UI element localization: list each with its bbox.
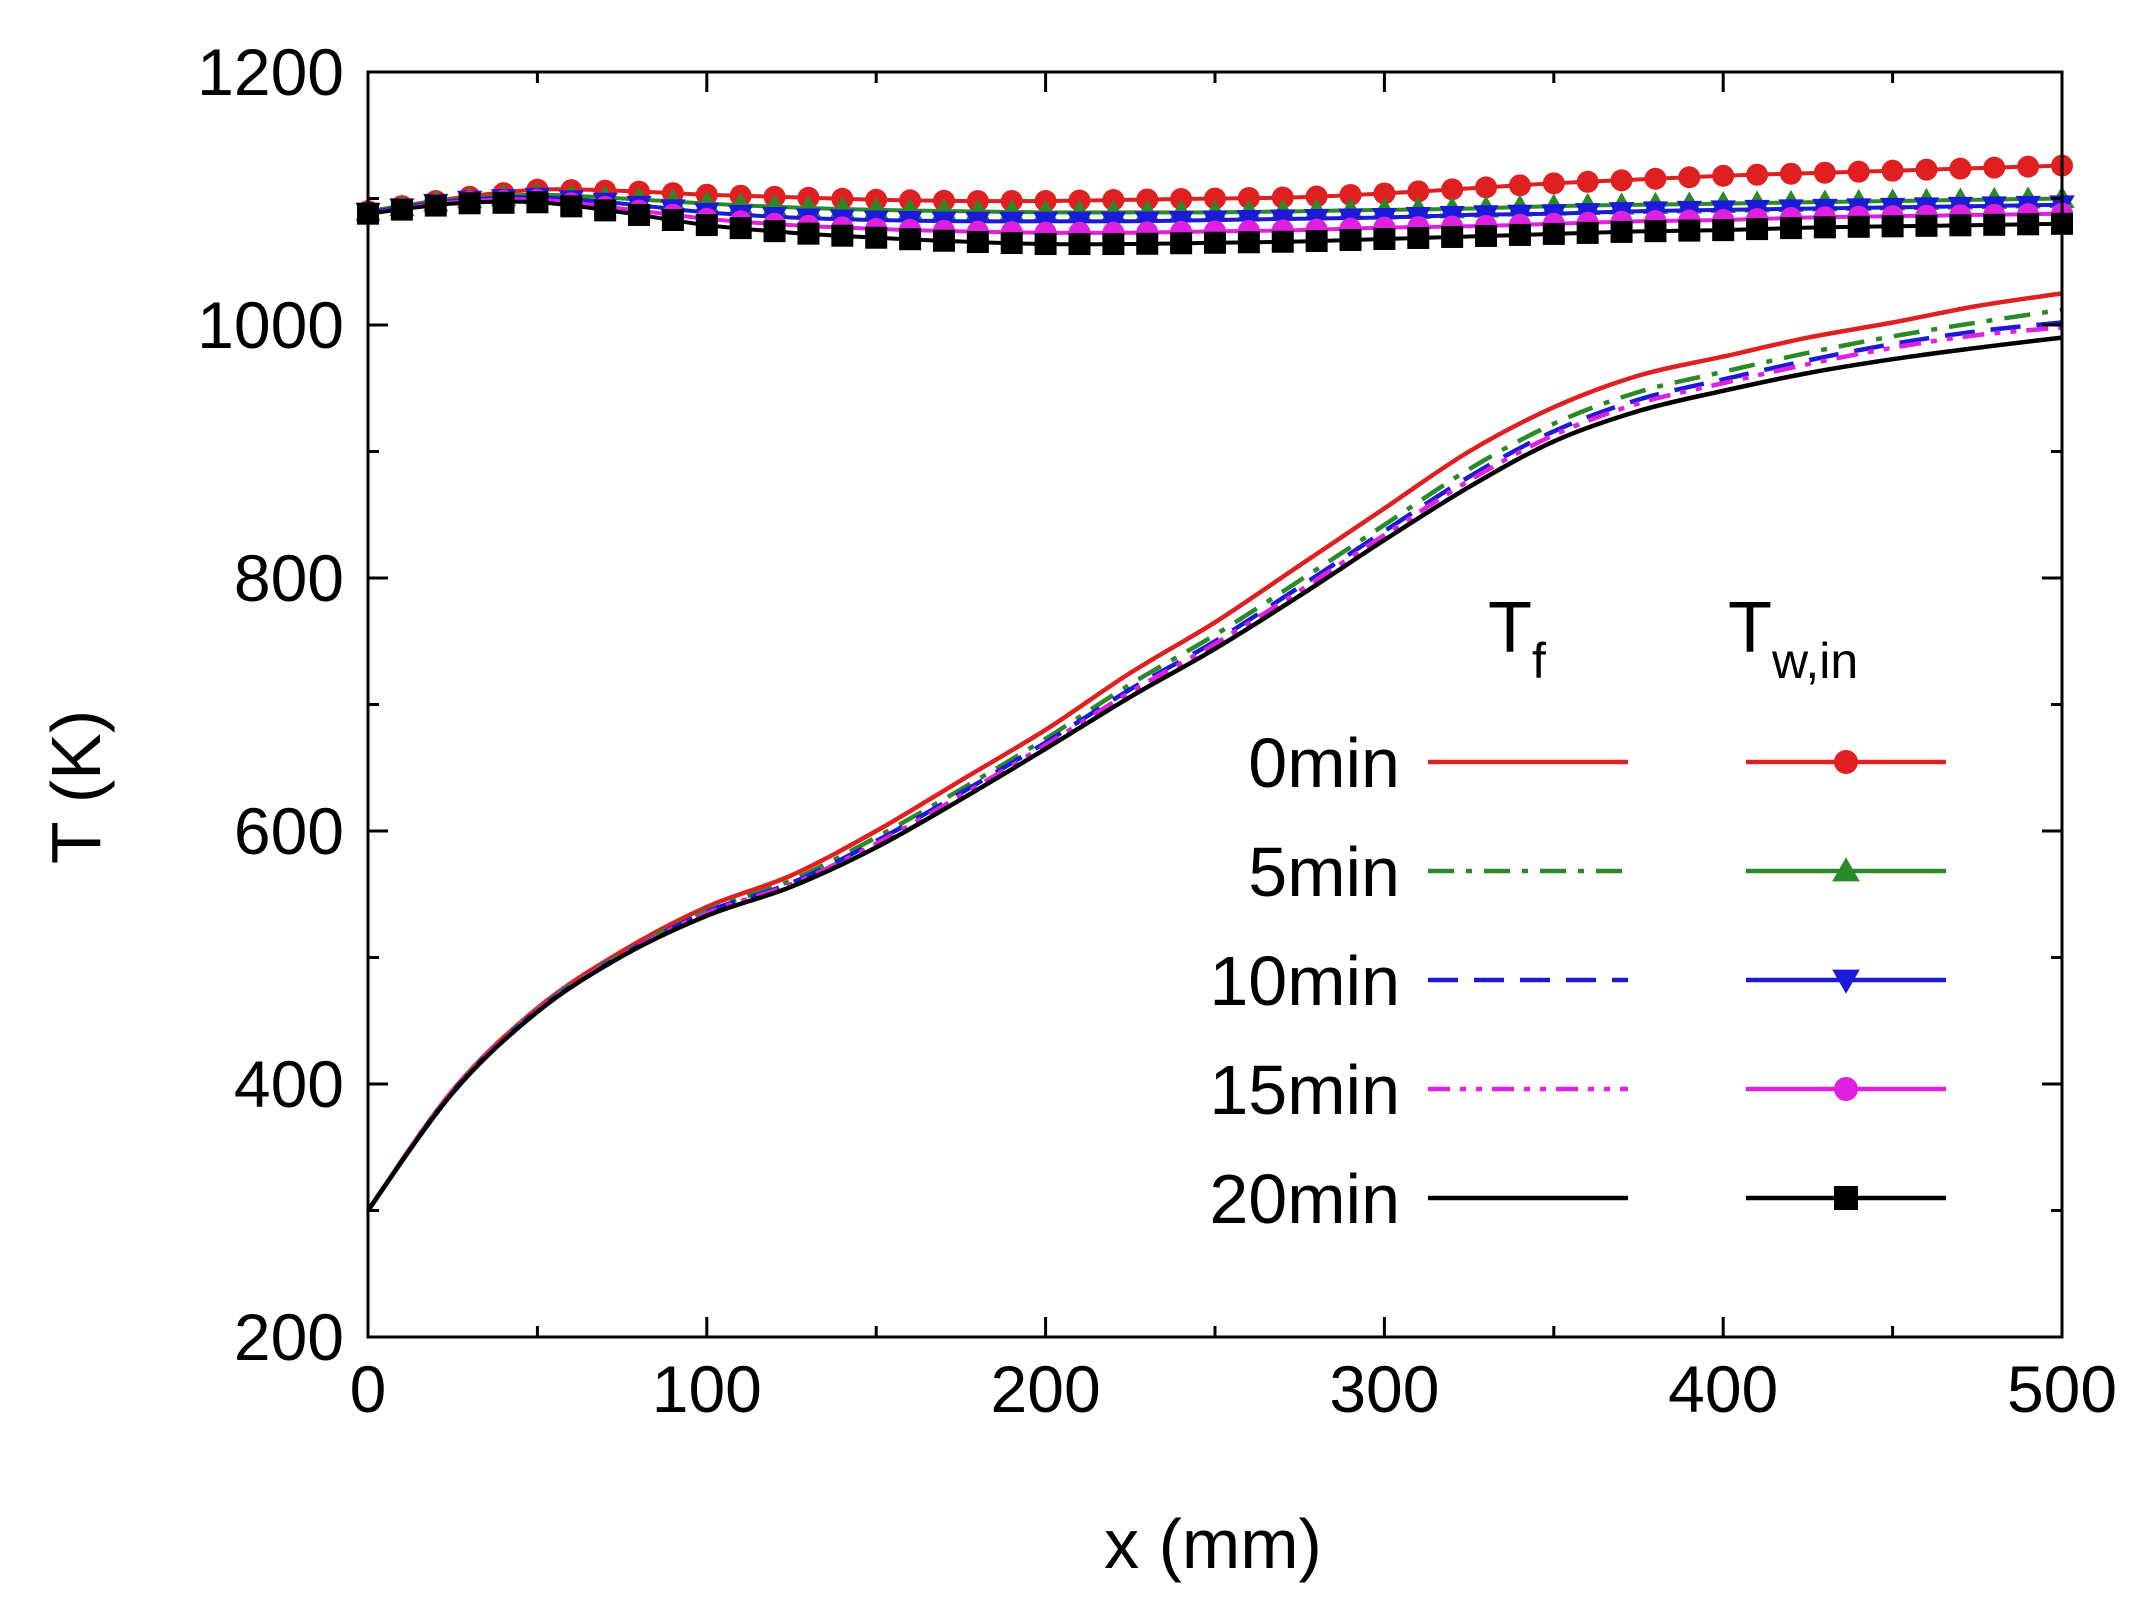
marker-t-w-in-0min-460 (1915, 159, 1937, 181)
marker-t-w-in-0min-420 (1780, 163, 1802, 185)
y-axis-title: T (K) (37, 710, 115, 864)
marker-t-w-in-0min-400 (1712, 165, 1734, 187)
marker-t-w-in-20min-120 (764, 220, 786, 242)
x-tick-label-300: 300 (1329, 1352, 1439, 1426)
marker-t-w-in-0min-410 (1746, 164, 1768, 186)
marker-t-w-in-20min-200 (1035, 233, 1057, 255)
marker-t-w-in-20min-260 (1238, 231, 1260, 253)
marker-t-w-in-20min-240 (1170, 232, 1192, 254)
line-chart: 0 100 200 300 400 500 200 400 600 800 1000 1200 x (… (0, 0, 2145, 1604)
x-tick-label-200: 200 (991, 1352, 1101, 1426)
marker-t-w-in-20min-190 (1001, 232, 1023, 254)
marker-t-w-in-20min-290 (1340, 229, 1362, 251)
marker-t-w-in-20min-490 (2017, 213, 2039, 235)
marker-t-w-in-20min-10 (391, 199, 413, 221)
marker-t-w-in-20min-210 (1068, 233, 1090, 255)
marker-t-w-in-20min-220 (1102, 233, 1124, 255)
marker-t-w-in-20min-280 (1306, 230, 1328, 252)
marker-t-w-in-0min-390 (1678, 166, 1700, 188)
marker-t-w-in-20min-110 (730, 217, 752, 239)
y-tick-label-1200: 1200 (197, 35, 344, 109)
marker-t-w-in-20min-430 (1814, 216, 1836, 238)
y-tick-label-200: 200 (234, 1300, 344, 1374)
marker-t-w-in-20min-170 (933, 230, 955, 252)
y-tick-label-400: 400 (234, 1047, 344, 1121)
marker-t-w-in-0min-370 (1611, 169, 1633, 191)
y-tick-label-800: 800 (234, 541, 344, 615)
marker-t-w-in-0min-380 (1644, 168, 1666, 190)
marker-t-w-in-20min-450 (1882, 215, 1904, 237)
marker-t-w-in-20min-340 (1509, 224, 1531, 246)
marker-t-w-in-0min-350 (1543, 172, 1565, 194)
marker-t-w-in-20min-400 (1712, 219, 1734, 241)
marker-t-w-in-20min-480 (1983, 214, 2005, 236)
marker-t-w-in-0min-480 (1983, 157, 2005, 179)
marker-t-w-in-20min-410 (1746, 218, 1768, 240)
marker-t-w-in-20min-320 (1441, 226, 1463, 248)
marker-t-w-in-20min-160 (899, 228, 921, 250)
legend-marker-wall-20min (1834, 1186, 1858, 1210)
y-tick-label-600: 600 (234, 794, 344, 868)
legend-marker-wall-15min (1834, 1077, 1858, 1101)
marker-t-w-in-20min-270 (1272, 231, 1294, 253)
marker-t-w-in-20min-150 (865, 227, 887, 249)
marker-t-w-in-20min-330 (1475, 225, 1497, 247)
marker-t-w-in-20min-20 (425, 195, 447, 217)
x-tick-label-500: 500 (2007, 1352, 2117, 1426)
marker-t-w-in-20min-370 (1611, 221, 1633, 243)
legend-label-0min: 0min (1248, 724, 1400, 802)
marker-t-w-in-20min-130 (797, 223, 819, 245)
x-axis-title: x (mm) (1104, 1505, 1322, 1583)
marker-t-w-in-20min-70 (594, 199, 616, 221)
marker-t-w-in-20min-380 (1644, 220, 1666, 242)
marker-t-w-in-20min-350 (1543, 223, 1565, 245)
marker-t-w-in-20min-250 (1204, 232, 1226, 254)
marker-t-w-in-0min-340 (1509, 174, 1531, 196)
legend-label-5min: 5min (1248, 833, 1400, 911)
marker-t-w-in-0min-490 (2017, 156, 2039, 178)
marker-t-w-in-20min-80 (628, 204, 650, 226)
marker-t-w-in-20min-140 (831, 225, 853, 247)
marker-t-w-in-0min-470 (1949, 158, 1971, 180)
x-tick-label-400: 400 (1668, 1352, 1778, 1426)
x-tick-label-0: 0 (350, 1352, 387, 1426)
legend-label-15min: 15min (1209, 1051, 1400, 1129)
marker-t-w-in-20min-390 (1678, 220, 1700, 242)
marker-t-w-in-20min-60 (560, 195, 582, 217)
x-tick-label-100: 100 (652, 1352, 762, 1426)
marker-t-w-in-0min-430 (1814, 162, 1836, 184)
marker-t-w-in-20min-420 (1780, 217, 1802, 239)
legend-label-20min: 20min (1209, 1160, 1400, 1238)
marker-t-w-in-0min-450 (1882, 160, 1904, 182)
marker-t-w-in-20min-230 (1136, 233, 1158, 255)
marker-t-w-in-20min-460 (1915, 215, 1937, 237)
marker-t-w-in-20min-180 (967, 231, 989, 253)
marker-t-w-in-20min-440 (1848, 216, 1870, 238)
marker-t-w-in-20min-310 (1407, 227, 1429, 249)
marker-t-w-in-20min-40 (493, 192, 515, 214)
marker-t-w-in-0min-360 (1577, 171, 1599, 193)
legend-label-10min: 10min (1209, 942, 1400, 1020)
marker-t-w-in-0min-440 (1848, 161, 1870, 183)
marker-t-w-in-20min-300 (1373, 228, 1395, 250)
legend-marker-wall-0min (1834, 750, 1858, 774)
marker-t-w-in-20min-30 (459, 192, 481, 214)
marker-t-w-in-20min-360 (1577, 222, 1599, 244)
marker-t-w-in-0min-330 (1475, 176, 1497, 198)
marker-t-w-in-20min-90 (662, 209, 684, 231)
chart: 0 100 200 300 400 500 200 400 600 800 1000 1200 x (… (0, 0, 2145, 1604)
y-tick-label-1000: 1000 (197, 288, 344, 362)
marker-t-w-in-20min-100 (696, 214, 718, 236)
marker-t-w-in-20min-470 (1949, 214, 1971, 236)
marker-t-w-in-20min-50 (526, 191, 548, 213)
